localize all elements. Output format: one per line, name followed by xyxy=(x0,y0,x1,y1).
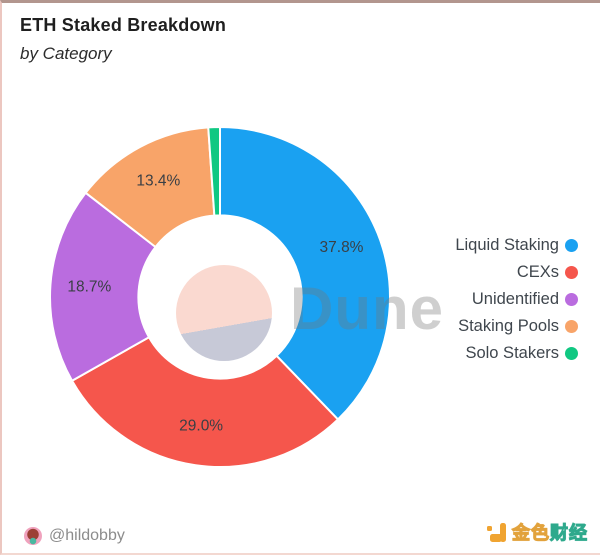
legend-dot-icon xyxy=(565,266,578,279)
chart-title: ETH Staked Breakdown xyxy=(20,15,227,35)
legend-label: Staking Pools xyxy=(458,317,559,335)
legend-dot-icon xyxy=(565,239,578,252)
legend-item-liquid-staking[interactable]: Liquid Staking xyxy=(455,232,578,259)
brand-text-gold: 金色 xyxy=(512,523,550,544)
author-credit[interactable]: @hildobby xyxy=(24,527,125,545)
footer: @hildobby 金色财经 xyxy=(2,521,600,545)
legend-label: Unidentified xyxy=(471,290,559,308)
legend-dot-icon xyxy=(565,293,578,306)
legend-item-cexs[interactable]: CEXs xyxy=(455,259,578,286)
legend-item-unidentified[interactable]: Unidentified xyxy=(455,286,578,313)
author-handle: @hildobby xyxy=(49,527,125,544)
legend-label: Solo Stakers xyxy=(465,344,559,362)
slice-label: 37.8% xyxy=(320,239,364,256)
legend-dot-icon xyxy=(565,320,578,333)
chart-subtitle: by Category xyxy=(20,44,112,63)
legend-label: Liquid Staking xyxy=(455,236,559,254)
jinse-finance-icon xyxy=(487,522,506,542)
donut-slice-cexs[interactable] xyxy=(71,336,339,468)
donut-slice-unidentified[interactable] xyxy=(49,191,157,382)
jinse-finance-logo: 金色财经 xyxy=(487,519,588,545)
slice-label: 18.7% xyxy=(67,279,111,296)
donut-slice-solo-stakers[interactable] xyxy=(207,126,221,217)
donut-slice-liquid-staking[interactable] xyxy=(219,126,391,421)
legend-item-staking-pools[interactable]: Staking Pools xyxy=(455,313,578,340)
slice-label: 29.0% xyxy=(179,418,223,435)
jinse-finance-wordmark: 金色财经 xyxy=(512,519,588,545)
legend-label: CEXs xyxy=(516,263,559,281)
legend-item-solo-stakers[interactable]: Solo Stakers xyxy=(455,340,578,367)
chart-header: ETH Staked Breakdown by Category xyxy=(20,15,226,64)
slice-label: 13.4% xyxy=(136,173,180,190)
donut-chart: 37.8% 29.0% 18.7% 13.4% xyxy=(49,126,391,468)
chart-legend: Liquid Staking CEXs Unidentified Staking Po… xyxy=(455,232,578,367)
brand-text-teal: 财经 xyxy=(550,523,588,544)
hildobby-avatar-icon xyxy=(24,527,42,545)
legend-dot-icon xyxy=(565,347,578,360)
